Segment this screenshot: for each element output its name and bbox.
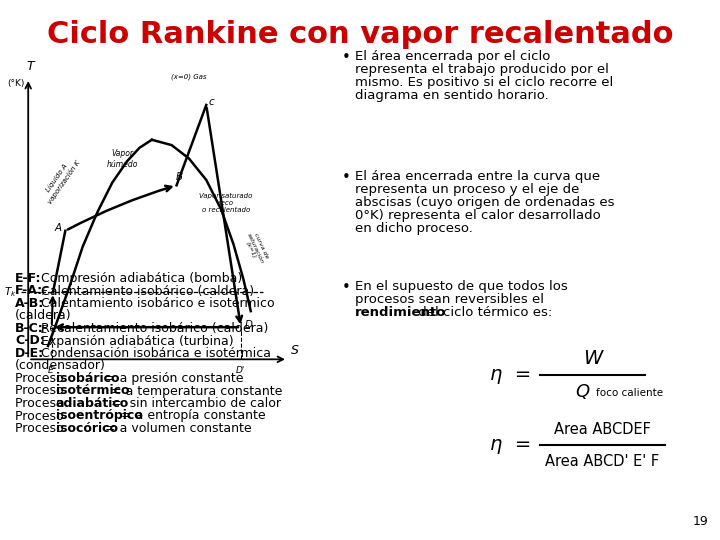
Text: Condensación isobárica e isotérmica: Condensación isobárica e isotérmica xyxy=(37,347,271,360)
Text: Ciclo Rankine con vapor recalentado: Ciclo Rankine con vapor recalentado xyxy=(47,20,673,49)
Text: en dicho proceso.: en dicho proceso. xyxy=(355,222,473,235)
Text: B: B xyxy=(176,172,183,183)
Text: = a temperatura constante: = a temperatura constante xyxy=(107,384,282,397)
Text: •: • xyxy=(342,280,351,295)
Text: D-E:: D-E: xyxy=(15,347,44,360)
Text: curva de
saturación
(x=1): curva de saturación (x=1) xyxy=(241,230,270,267)
Text: A: A xyxy=(54,223,61,233)
Text: η  =: η = xyxy=(490,366,531,384)
Text: 0°K) representa el calor desarrollado: 0°K) representa el calor desarrollado xyxy=(355,210,600,222)
Text: Calentamiento isobárico e isotérmico: Calentamiento isobárico e isotérmico xyxy=(37,297,274,310)
Text: S: S xyxy=(292,344,300,357)
Text: A-B:: A-B: xyxy=(15,297,44,310)
Text: C-D:: C-D: xyxy=(15,334,45,348)
Text: =  sin intercambio de calor: = sin intercambio de calor xyxy=(107,397,281,410)
Text: procesos sean reversibles el: procesos sean reversibles el xyxy=(355,293,544,306)
Text: isocórico: isocórico xyxy=(55,422,117,435)
Text: Calentamiento isobárico (caldera): Calentamiento isobárico (caldera) xyxy=(37,285,253,298)
Text: c: c xyxy=(208,97,214,107)
Text: Proceso: Proceso xyxy=(15,397,68,410)
Text: representa un proceso y el eje de: representa un proceso y el eje de xyxy=(355,183,580,196)
Text: $T_k$: $T_k$ xyxy=(4,286,17,299)
Text: rendimiento: rendimiento xyxy=(355,306,446,319)
Text: Vapor
húmedo: Vapor húmedo xyxy=(107,149,138,168)
Text: El área encerrada entre la curva que: El área encerrada entre la curva que xyxy=(355,170,600,183)
Text: Proceso: Proceso xyxy=(15,409,68,422)
Text: Proceso: Proceso xyxy=(15,422,68,435)
Text: Proceso: Proceso xyxy=(15,384,68,397)
Text: Expansión adiabática (turbina): Expansión adiabática (turbina) xyxy=(37,334,233,348)
Text: representa el trabajo producido por el: representa el trabajo producido por el xyxy=(355,63,609,76)
Text: Vapor saturado
seco
o recalentado: Vapor saturado seco o recalentado xyxy=(199,193,253,213)
Text: isoentrópico: isoentrópico xyxy=(55,409,143,422)
Text: adiabático: adiabático xyxy=(55,397,129,410)
Text: Area ABCDEF: Area ABCDEF xyxy=(554,422,651,436)
Text: En el supuesto de que todos los: En el supuesto de que todos los xyxy=(355,280,568,293)
Text: = a entropía constante: = a entropía constante xyxy=(117,409,266,422)
Text: del ciclo térmico es:: del ciclo térmico es: xyxy=(414,306,552,319)
Text: diagrama en sentido horario.: diagrama en sentido horario. xyxy=(355,89,549,102)
Text: F-A:: F-A: xyxy=(15,285,43,298)
Text: El área encerrada por el ciclo: El área encerrada por el ciclo xyxy=(355,50,550,63)
Text: E: E xyxy=(41,325,48,335)
Text: isotérmico: isotérmico xyxy=(55,384,129,397)
Text: (condensador): (condensador) xyxy=(15,360,106,373)
Text: •: • xyxy=(342,170,351,185)
Text: = a volumen constante: = a volumen constante xyxy=(102,422,252,435)
Text: Area ABCD' E' F: Area ABCD' E' F xyxy=(546,454,660,469)
Text: = a presión constante: = a presión constante xyxy=(102,372,244,385)
Text: D: D xyxy=(244,320,252,329)
Text: 19: 19 xyxy=(692,515,708,528)
Text: (°K): (°K) xyxy=(7,79,24,88)
Text: •: • xyxy=(342,50,351,65)
Text: (x=0) Gas: (x=0) Gas xyxy=(171,73,207,80)
Text: Compresión adiabática (bomba): Compresión adiabática (bomba) xyxy=(37,272,242,285)
Text: (caldera): (caldera) xyxy=(15,309,71,322)
Text: η  =: η = xyxy=(490,435,531,455)
Text: Q: Q xyxy=(575,383,590,401)
Text: E-F:: E-F: xyxy=(15,272,42,285)
Text: Líquido A
vaporización K: Líquido A vaporización K xyxy=(40,154,81,205)
Text: B-C:: B-C: xyxy=(15,322,44,335)
Text: F: F xyxy=(41,287,48,298)
Text: mismo. Es positivo si el ciclo recorre el: mismo. Es positivo si el ciclo recorre e… xyxy=(355,76,613,89)
Text: D': D' xyxy=(236,366,246,375)
Text: foco caliente: foco caliente xyxy=(596,388,664,398)
Text: Recalentamiento isobárico (caldera): Recalentamiento isobárico (caldera) xyxy=(37,322,268,335)
Text: abscisas (cuyo origen de ordenadas es: abscisas (cuyo origen de ordenadas es xyxy=(355,196,614,209)
Text: T: T xyxy=(27,60,35,73)
Text: isobárico: isobárico xyxy=(55,372,120,385)
Text: Proceso: Proceso xyxy=(15,372,68,385)
Text: E': E' xyxy=(48,366,56,375)
Text: W: W xyxy=(583,349,602,368)
